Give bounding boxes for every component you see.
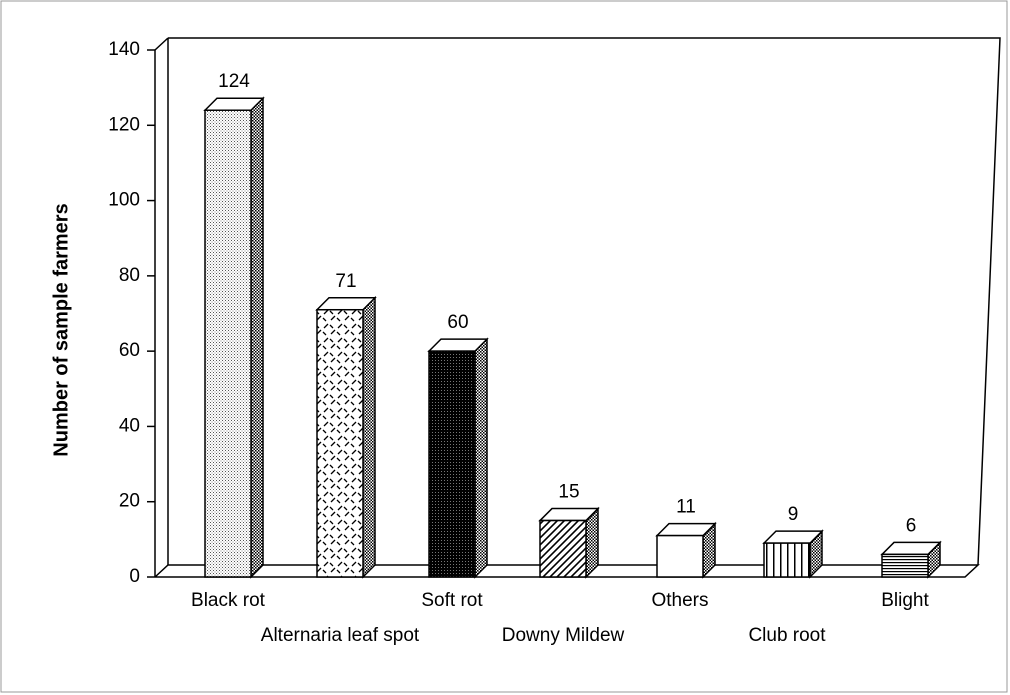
bar (428, 350, 476, 578)
bar (656, 534, 704, 578)
y-tick-label: 0 (129, 566, 140, 587)
value-label: 71 (335, 271, 356, 292)
x-tick-label: Black rot (191, 590, 266, 611)
y-tick-label: 60 (119, 340, 140, 361)
bar (539, 519, 587, 578)
x-tick-label: Alternaria leaf spot (261, 625, 420, 646)
y-tick-label: 140 (108, 39, 140, 60)
value-label: 124 (218, 71, 250, 92)
x-tick-label: Soft rot (421, 590, 483, 611)
y-tick-label: 80 (119, 265, 140, 286)
y-tick-label: 40 (119, 415, 140, 436)
value-label: 60 (447, 312, 468, 333)
bar-side (250, 96, 264, 579)
value-label: 15 (558, 482, 579, 503)
bar (316, 308, 364, 578)
y-axis-label: Number of sample farmers (50, 203, 72, 456)
x-tick-label: Others (651, 590, 708, 611)
x-tick-label: Club root (748, 625, 826, 646)
x-tick-label: Downy Mildew (502, 625, 625, 646)
y-tick-label: 100 (108, 190, 140, 211)
value-label: 9 (788, 504, 799, 525)
bar-side (474, 337, 488, 579)
value-label: 11 (676, 497, 696, 518)
value-label: 6 (906, 515, 917, 536)
x-tick-label: Blight (881, 590, 929, 611)
y-tick-label: 120 (108, 114, 140, 135)
y-tick-label: 20 (119, 491, 140, 512)
bar (204, 109, 252, 578)
bar-side (362, 295, 376, 579)
bar (881, 553, 929, 578)
bar (763, 542, 811, 578)
back-wall (168, 37, 1001, 566)
axis-corner (154, 37, 169, 51)
